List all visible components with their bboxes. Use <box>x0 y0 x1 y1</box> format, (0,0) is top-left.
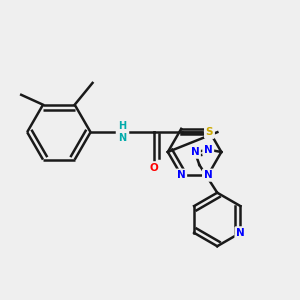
Text: N: N <box>190 147 199 157</box>
Text: S: S <box>206 127 213 137</box>
Text: O: O <box>150 163 158 173</box>
Text: H
N: H N <box>118 122 126 143</box>
Text: N: N <box>204 170 212 180</box>
Text: N: N <box>236 228 245 238</box>
Text: N: N <box>204 145 213 155</box>
Text: S: S <box>206 127 213 137</box>
Text: N: N <box>177 170 186 180</box>
